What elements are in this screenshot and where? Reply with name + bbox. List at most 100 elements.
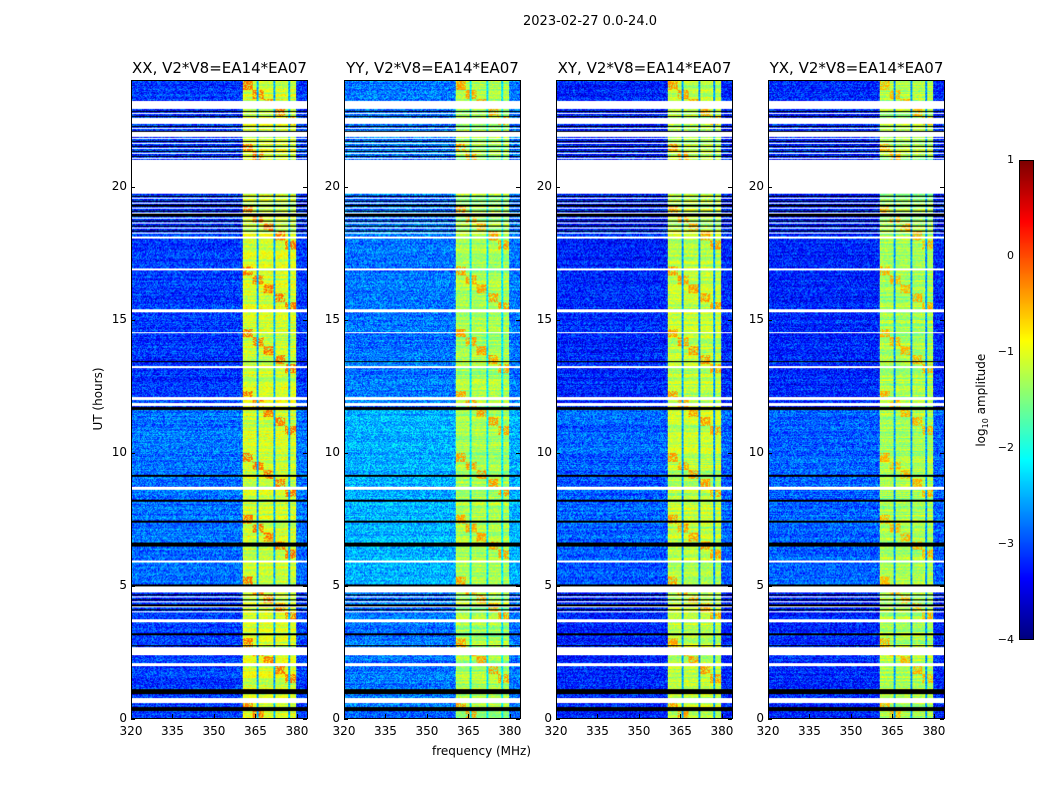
y-tick-label: 10 <box>324 444 340 459</box>
x-tick-label: 365 <box>244 724 267 738</box>
y-tick-mark <box>556 719 560 720</box>
colorbar <box>1019 160 1034 640</box>
y-tick-mark <box>768 585 772 587</box>
y-tick-mark <box>516 585 520 587</box>
x-tick-mark <box>768 714 769 718</box>
y-tick-mark <box>516 319 520 321</box>
x-tick-label: 320 <box>756 724 780 738</box>
x-tick-mark <box>344 714 345 718</box>
x-tick-label: 380 <box>922 724 946 738</box>
y-tick-label: 0 <box>544 711 552 725</box>
x-tick-mark <box>131 714 132 718</box>
y-tick-label: 15 <box>324 311 340 326</box>
x-tick-mark <box>255 714 257 718</box>
y-tick-label: 5 <box>544 577 552 592</box>
colorbar-tick-label: −4 <box>997 633 1014 646</box>
x-tick-label: 335 <box>586 724 609 738</box>
y-tick-mark <box>344 452 348 454</box>
y-tick-label: 10 <box>111 444 127 459</box>
y-tick-mark <box>728 719 732 720</box>
x-tick-mark <box>892 714 894 718</box>
x-tick-label: 350 <box>839 724 863 738</box>
x-tick-label: 380 <box>285 724 309 738</box>
y-tick-mark <box>516 452 520 454</box>
x-tick-mark <box>809 714 811 718</box>
x-tick-label: 335 <box>798 724 821 738</box>
y-tick-label: 5 <box>756 577 764 592</box>
x-tick-mark <box>680 714 682 718</box>
colorbar-tick-label: −3 <box>997 537 1014 550</box>
y-tick-mark <box>303 719 307 720</box>
colorbar-tick-label: 0 <box>1007 249 1014 262</box>
y-tick-label: 5 <box>332 577 340 592</box>
y-tick-mark <box>344 319 348 321</box>
heatmap-cells <box>132 81 307 718</box>
x-tick-label: 335 <box>161 724 184 738</box>
y-tick-mark <box>131 319 135 321</box>
colorbar-label-sub: 10 <box>981 418 991 429</box>
x-tick-mark <box>597 714 599 718</box>
y-tick-label: 15 <box>536 311 552 326</box>
y-tick-label: 0 <box>756 711 764 725</box>
x-tick-label: 350 <box>415 724 439 738</box>
heatmap-panel <box>131 80 308 719</box>
x-tick-mark <box>509 714 511 718</box>
x-tick-mark <box>850 714 852 718</box>
x-tick-label: 320 <box>332 724 356 738</box>
y-tick-mark <box>728 585 732 587</box>
x-tick-mark <box>721 714 723 718</box>
y-tick-mark <box>516 719 520 720</box>
y-tick-mark <box>556 452 560 454</box>
y-tick-label: 20 <box>536 178 552 193</box>
y-tick-mark <box>940 719 944 720</box>
y-tick-label: 10 <box>748 444 764 459</box>
y-tick-label: 20 <box>111 178 127 193</box>
y-tick-mark <box>940 452 944 454</box>
y-tick-label: 0 <box>332 711 340 725</box>
y-tick-mark <box>768 319 772 321</box>
x-tick-mark <box>556 714 557 718</box>
y-tick-mark <box>768 452 772 454</box>
colorbar-tick-label: −2 <box>997 441 1014 454</box>
heatmap-panel <box>556 80 733 719</box>
y-tick-mark <box>344 585 348 587</box>
y-tick-mark <box>768 719 772 720</box>
y-axis-label: UT (hours) <box>91 367 105 431</box>
y-tick-mark <box>556 585 560 587</box>
y-tick-mark <box>556 186 560 188</box>
y-tick-label: 20 <box>324 178 340 193</box>
y-tick-mark <box>940 319 944 321</box>
y-tick-mark <box>556 319 560 321</box>
colorbar-tick-label: 1 <box>1007 153 1014 166</box>
x-tick-label: 365 <box>457 724 480 738</box>
x-tick-mark <box>172 714 174 718</box>
colorbar-tick-label: −1 <box>997 345 1014 358</box>
x-tick-mark <box>426 714 428 718</box>
y-tick-mark <box>131 452 135 454</box>
y-tick-label: 15 <box>111 311 127 326</box>
y-tick-mark <box>131 186 135 188</box>
y-tick-mark <box>303 585 307 587</box>
x-tick-mark <box>638 714 640 718</box>
suptitle: 2023-02-27 0.0-24.0 <box>523 14 657 29</box>
x-tick-label: 320 <box>544 724 568 738</box>
heatmap-cells <box>345 81 520 718</box>
heatmap-cells <box>557 81 732 718</box>
y-tick-label: 20 <box>748 178 764 193</box>
panel-title: XY, V2*V8=EA14*EA07 <box>557 59 732 77</box>
x-tick-mark <box>296 714 298 718</box>
x-tick-label: 365 <box>669 724 692 738</box>
x-tick-label: 320 <box>119 724 143 738</box>
x-tick-label: 335 <box>374 724 397 738</box>
x-tick-label: 380 <box>498 724 522 738</box>
y-tick-mark <box>344 719 348 720</box>
x-axis-label: frequency (MHz) <box>432 744 532 758</box>
y-tick-mark <box>303 452 307 454</box>
y-tick-label: 5 <box>119 577 127 592</box>
panel-title: XX, V2*V8=EA14*EA07 <box>132 59 307 77</box>
y-tick-mark <box>940 585 944 587</box>
heatmap-cells <box>769 81 944 718</box>
y-tick-mark <box>516 186 520 188</box>
x-tick-label: 350 <box>627 724 651 738</box>
colorbar-label-rest: amplitude <box>973 353 988 419</box>
